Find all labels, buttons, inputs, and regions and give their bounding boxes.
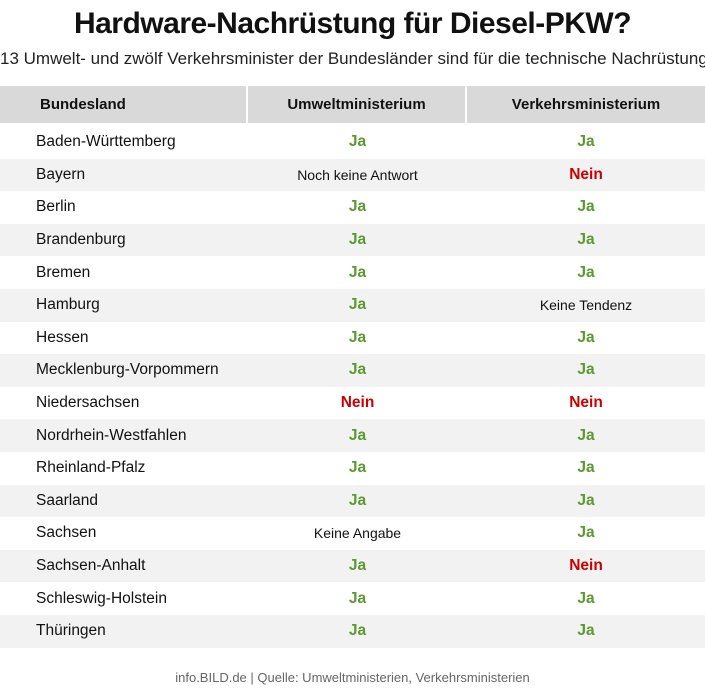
table-row: Bremen Ja Ja [0, 256, 705, 289]
cell-verkehrsministerium: Nein [569, 165, 603, 183]
cell-umweltministerium: Ja [348, 557, 367, 575]
cell-umweltministerium: Ja [348, 296, 367, 314]
table-row: Thüringen Ja Ja [0, 614, 705, 648]
table-row: Saarland Ja Ja [0, 484, 705, 518]
column-header-verkehrsministerium: Verkehrsministerium [511, 96, 661, 113]
cell-umweltministerium: Ja [348, 263, 367, 281]
cell-umweltministerium: Ja [348, 198, 367, 216]
cell-verkehrsministerium: Ja [577, 459, 595, 477]
cell-verkehrsministerium: Ja [577, 524, 595, 542]
cell-verkehrsministerium: Ja [577, 622, 595, 640]
cell-verkehrsministerium: Ja [577, 426, 595, 444]
column-header-umweltministerium: Umweltministerium [248, 86, 467, 123]
table-row: Bayern Noch keine Antwort Nein [0, 158, 705, 192]
cell-verkehrsministerium: Ja [577, 263, 595, 281]
table-row: Berlin Ja Ja [0, 191, 705, 224]
cell-umweltministerium: Ja [348, 459, 367, 477]
table-row: Brandenburg Ja Ja [0, 223, 705, 257]
cell-verkehrsministerium: Ja [577, 198, 595, 216]
cell-umweltministerium: Ja [348, 426, 367, 444]
cell-verkehrsministerium: Ja [577, 328, 595, 346]
cell-bundesland: Hessen [36, 328, 89, 346]
cell-bundesland: Mecklenburg-Vorpommern [36, 361, 219, 379]
table-row: Hessen Ja Ja [0, 322, 705, 355]
table-row: Rheinland-Pfalz Ja Ja [0, 452, 705, 485]
cell-bundesland: Bremen [36, 263, 91, 281]
cell-bundesland: Niedersachsen [36, 394, 140, 412]
cell-verkehrsministerium: Ja [577, 231, 595, 249]
cell-bundesland: Thüringen [36, 622, 106, 640]
cell-verkehrsministerium: Ja [577, 133, 595, 151]
chart-title: Hardware-Nachrüstung für Diesel-PKW? [73, 7, 632, 40]
cell-umweltministerium: Keine Angabe [313, 525, 402, 542]
cell-umweltministerium: Nein [340, 394, 375, 412]
table-row: Nordrhein-Westfahlen Ja Ja [0, 419, 705, 452]
cell-umweltministerium: Ja [348, 622, 367, 640]
column-header-bundesland: Bundesland [0, 86, 248, 123]
cell-umweltministerium: Ja [348, 361, 367, 379]
table-row: Sachsen-Anhalt Ja Nein [0, 549, 705, 583]
cell-bundesland: Hamburg [36, 296, 100, 314]
cell-umweltministerium: Ja [348, 589, 367, 607]
cell-bundesland: Rheinland-Pfalz [36, 459, 146, 477]
table-row: Niedersachsen Nein Nein [0, 387, 705, 420]
source-footer: info.BILD.de | Quelle: Umweltministerien… [175, 670, 530, 685]
cell-verkehrsministerium: Ja [577, 491, 595, 509]
cell-bundesland: Schleswig-Holstein [36, 589, 167, 607]
cell-bundesland: Brandenburg [36, 231, 126, 249]
cell-umweltministerium: Noch keine Antwort [297, 166, 418, 183]
cell-bundesland: Nordrhein-Westfahlen [36, 426, 187, 444]
table-row: Schleswig-Holstein Ja Ja [0, 582, 705, 615]
cell-verkehrsministerium: Ja [577, 589, 595, 607]
cell-umweltministerium: Ja [348, 231, 367, 249]
cell-bundesland: Bayern [36, 165, 86, 183]
cell-bundesland: Baden-Württemberg [36, 133, 176, 151]
cell-verkehrsministerium: Ja [577, 361, 595, 379]
cell-verkehrsministerium: Nein [569, 394, 603, 412]
cell-umweltministerium: Ja [348, 133, 367, 151]
cell-umweltministerium: Ja [348, 328, 367, 346]
cell-verkehrsministerium: Nein [569, 557, 603, 575]
table-row: Sachsen Keine Angabe Ja [0, 517, 705, 550]
cell-bundesland: Sachsen [36, 524, 97, 542]
cell-bundesland: Berlin [36, 198, 76, 216]
table-row: Baden-Württemberg Ja Ja [0, 126, 705, 159]
cell-umweltministerium: Ja [348, 491, 367, 509]
table-header: Bundesland Umweltministerium Verkehrsmin… [0, 86, 705, 123]
table-row: Hamburg Ja Keine Tendenz [0, 288, 705, 322]
cell-verkehrsministerium: Keine Tendenz [539, 297, 633, 314]
chart-subtitle: 13 Umwelt- und zwölf Verkehrsminister de… [0, 49, 705, 68]
table-row: Mecklenburg-Vorpommern Ja Ja [0, 354, 705, 387]
table-body: Baden-Württemberg Ja Ja Bayern Noch keine An… [0, 126, 705, 648]
cell-bundesland: Saarland [36, 491, 99, 509]
cell-bundesland: Sachsen-Anhalt [36, 557, 146, 575]
